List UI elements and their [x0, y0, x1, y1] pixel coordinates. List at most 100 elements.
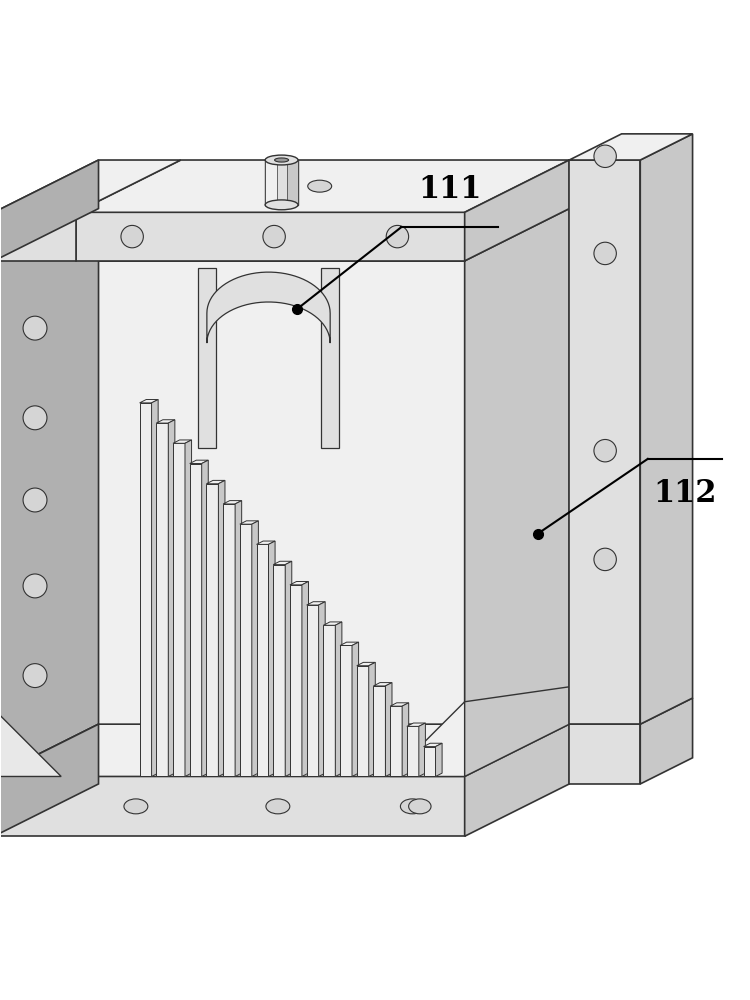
Polygon shape	[252, 521, 258, 776]
Polygon shape	[0, 209, 98, 776]
Polygon shape	[76, 261, 465, 776]
Polygon shape	[76, 212, 465, 261]
Polygon shape	[640, 698, 692, 784]
Polygon shape	[190, 464, 202, 776]
Ellipse shape	[266, 799, 290, 814]
Polygon shape	[224, 504, 235, 776]
Polygon shape	[173, 440, 191, 443]
Polygon shape	[390, 702, 465, 776]
Polygon shape	[140, 400, 158, 403]
Ellipse shape	[266, 200, 298, 210]
Polygon shape	[319, 602, 326, 776]
Polygon shape	[206, 484, 218, 776]
Polygon shape	[156, 420, 175, 423]
Ellipse shape	[594, 439, 616, 462]
Polygon shape	[0, 261, 76, 776]
Polygon shape	[406, 726, 418, 776]
Polygon shape	[323, 625, 335, 776]
Polygon shape	[369, 662, 375, 776]
Polygon shape	[266, 160, 277, 205]
Polygon shape	[302, 581, 308, 776]
Polygon shape	[266, 160, 298, 205]
Polygon shape	[173, 443, 185, 776]
Polygon shape	[256, 541, 275, 544]
Polygon shape	[268, 541, 275, 776]
Polygon shape	[357, 666, 369, 776]
Ellipse shape	[400, 799, 424, 814]
Polygon shape	[436, 743, 442, 776]
Polygon shape	[0, 724, 569, 776]
Ellipse shape	[308, 180, 332, 192]
Polygon shape	[465, 687, 569, 776]
Polygon shape	[76, 160, 569, 212]
Polygon shape	[402, 703, 409, 776]
Ellipse shape	[23, 316, 47, 340]
Polygon shape	[156, 423, 168, 776]
Polygon shape	[256, 544, 268, 776]
Polygon shape	[290, 581, 308, 585]
Polygon shape	[76, 209, 569, 261]
Polygon shape	[240, 524, 252, 776]
Ellipse shape	[124, 799, 148, 814]
Polygon shape	[424, 743, 442, 747]
Polygon shape	[286, 160, 298, 205]
Polygon shape	[640, 134, 692, 724]
Polygon shape	[240, 521, 258, 524]
Polygon shape	[374, 686, 386, 776]
Ellipse shape	[409, 799, 431, 814]
Polygon shape	[390, 706, 402, 776]
Polygon shape	[569, 160, 640, 724]
Polygon shape	[390, 703, 409, 706]
Ellipse shape	[386, 225, 409, 248]
Polygon shape	[465, 724, 569, 836]
Polygon shape	[419, 723, 425, 776]
Polygon shape	[0, 160, 98, 261]
Polygon shape	[0, 160, 181, 212]
Ellipse shape	[121, 225, 143, 248]
Polygon shape	[152, 400, 158, 776]
Polygon shape	[290, 585, 302, 776]
Polygon shape	[307, 602, 326, 605]
Polygon shape	[386, 683, 392, 776]
Polygon shape	[465, 160, 569, 261]
Polygon shape	[273, 565, 285, 776]
Polygon shape	[424, 747, 436, 776]
Polygon shape	[202, 460, 208, 776]
Text: 112: 112	[653, 478, 717, 509]
Polygon shape	[340, 645, 352, 776]
Polygon shape	[569, 134, 692, 160]
Polygon shape	[168, 420, 175, 776]
Text: 111: 111	[418, 174, 482, 205]
Polygon shape	[340, 642, 358, 645]
Polygon shape	[218, 480, 225, 776]
Polygon shape	[357, 662, 375, 666]
Ellipse shape	[23, 574, 47, 598]
Polygon shape	[185, 440, 191, 776]
Polygon shape	[198, 268, 216, 448]
Polygon shape	[307, 605, 319, 776]
Polygon shape	[335, 622, 342, 776]
Polygon shape	[0, 724, 98, 836]
Ellipse shape	[23, 664, 47, 688]
Polygon shape	[207, 272, 330, 343]
Polygon shape	[323, 622, 342, 625]
Ellipse shape	[263, 225, 285, 248]
Polygon shape	[0, 709, 62, 776]
Ellipse shape	[23, 406, 47, 430]
Ellipse shape	[594, 242, 616, 265]
Ellipse shape	[23, 488, 47, 512]
Ellipse shape	[266, 155, 298, 165]
Ellipse shape	[274, 158, 289, 162]
Polygon shape	[273, 561, 292, 565]
Ellipse shape	[594, 145, 616, 167]
Polygon shape	[190, 460, 209, 464]
Polygon shape	[0, 776, 465, 836]
Polygon shape	[224, 501, 242, 504]
Polygon shape	[0, 212, 76, 261]
Polygon shape	[374, 683, 392, 686]
Polygon shape	[406, 723, 425, 726]
Polygon shape	[235, 501, 242, 776]
Ellipse shape	[594, 548, 616, 571]
Polygon shape	[321, 268, 339, 448]
Polygon shape	[206, 480, 225, 484]
